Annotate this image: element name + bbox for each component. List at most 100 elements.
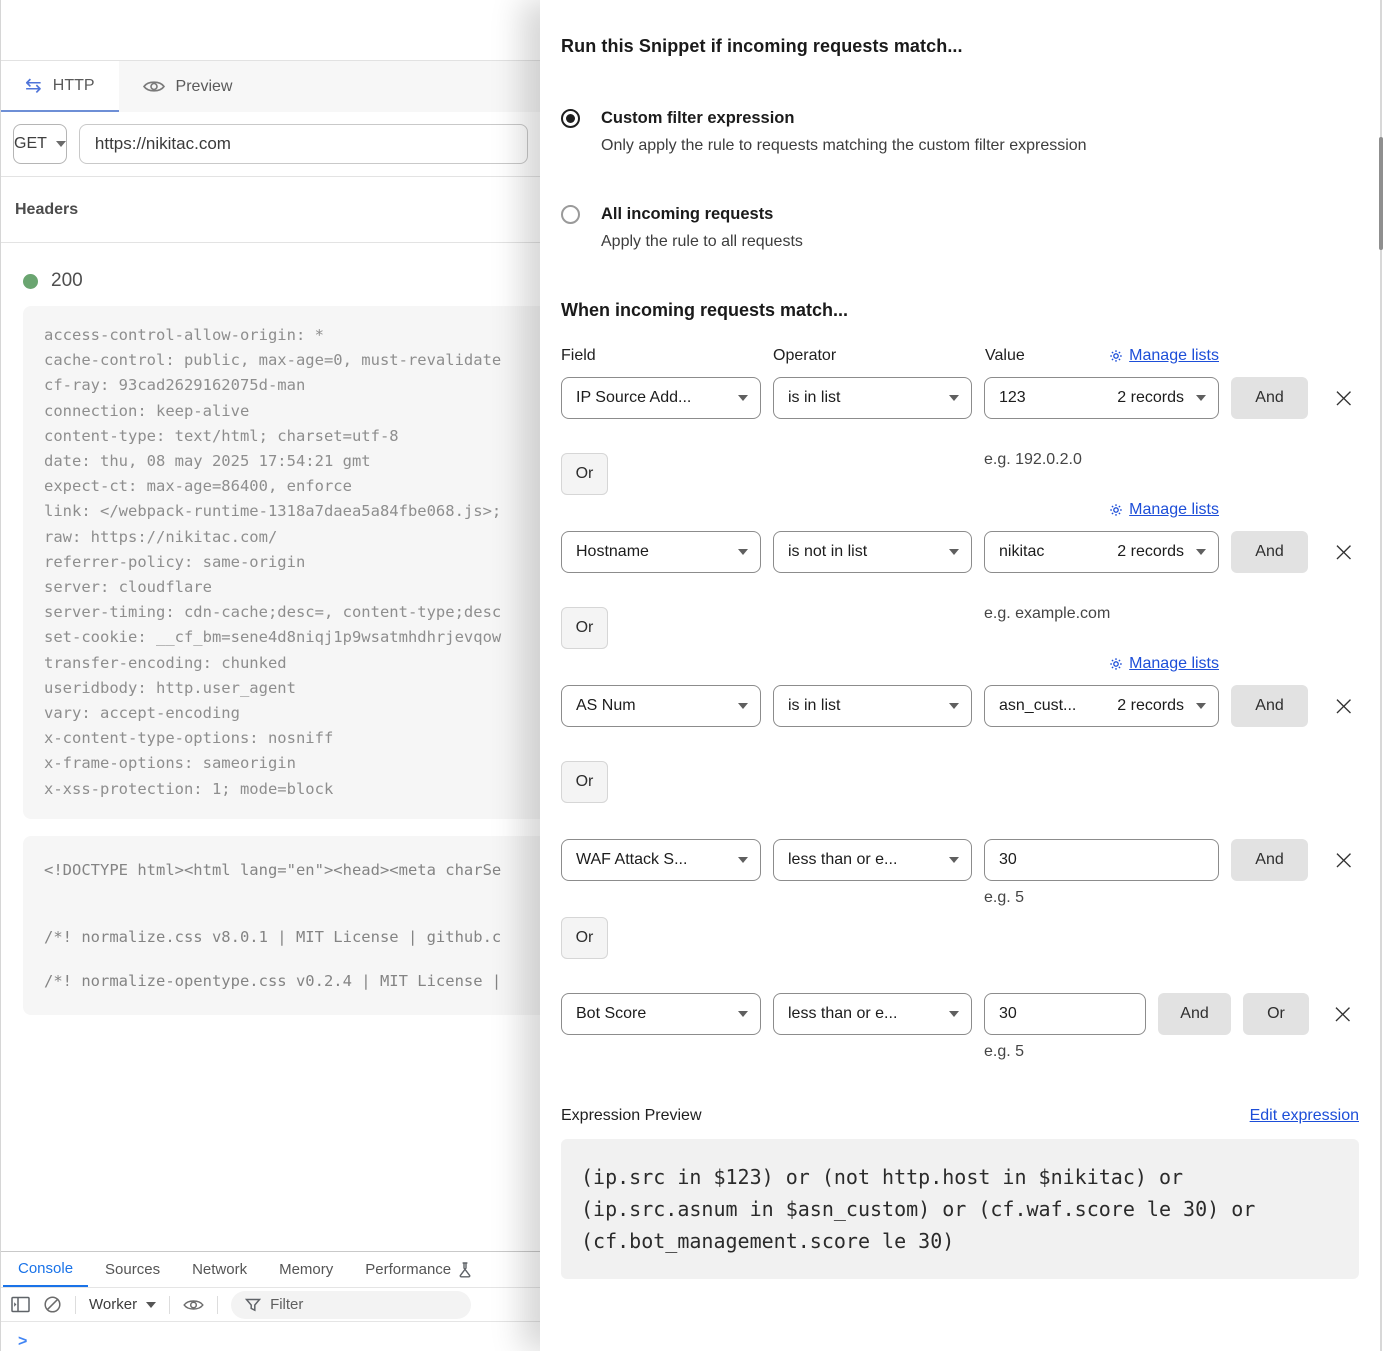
operator-select[interactable]: is in list bbox=[773, 685, 972, 727]
radio-label: Custom filter expression bbox=[601, 109, 795, 127]
or-button[interactable]: Or bbox=[1243, 993, 1309, 1035]
field-select[interactable]: WAF Attack S... bbox=[561, 839, 761, 881]
and-button[interactable]: And bbox=[1231, 839, 1308, 881]
remove-row-icon[interactable]: × bbox=[1332, 381, 1356, 414]
field-select[interactable]: IP Source Add... bbox=[561, 377, 761, 419]
or-button[interactable]: Or bbox=[561, 761, 608, 803]
or-button[interactable]: Or bbox=[561, 917, 608, 959]
chevron-down-icon bbox=[738, 1011, 748, 1017]
response-header-line: x-frame-options: sameorigin bbox=[44, 754, 296, 773]
devtools-tab-memory[interactable]: Memory bbox=[279, 1261, 334, 1278]
snippet-rule-drawer: Run this Snippet if incoming requests ma… bbox=[540, 0, 1383, 1351]
column-label-field: Field bbox=[561, 347, 596, 364]
operator-select[interactable]: is not in list bbox=[773, 531, 972, 573]
column-labels-row: Field Operator Value Manage lists bbox=[561, 347, 1219, 365]
gear-icon bbox=[1109, 503, 1123, 517]
console-filter-input[interactable]: Filter bbox=[231, 1290, 472, 1319]
value-list-select[interactable]: 123 2 records bbox=[984, 377, 1219, 419]
context-select-worker[interactable]: Worker bbox=[89, 1296, 157, 1313]
or-row: Or bbox=[561, 761, 1359, 803]
operator-select[interactable]: less than or e... bbox=[773, 839, 972, 881]
value-input[interactable]: 30 bbox=[984, 839, 1219, 881]
column-label-value: Value bbox=[985, 347, 1025, 364]
chevron-down-icon bbox=[55, 141, 66, 147]
gear-icon bbox=[1109, 657, 1123, 671]
method-select[interactable]: GET bbox=[13, 124, 67, 164]
match-section-title: When incoming requests match... bbox=[561, 300, 849, 320]
console-prompt[interactable]: > bbox=[1, 1322, 540, 1351]
or-button[interactable]: Or bbox=[561, 607, 608, 649]
radio-unselected-icon[interactable] bbox=[561, 205, 580, 224]
response-body-preview: <!DOCTYPE html><html lang="en"><head><me… bbox=[23, 835, 540, 1015]
and-button[interactable]: And bbox=[1231, 377, 1308, 419]
filter-row-hostname: Hostname is not in list nikitac 2 record… bbox=[561, 531, 1359, 573]
radio-option-all-requests[interactable]: All incoming requests Apply the rule to … bbox=[561, 205, 1359, 251]
response-header-line: transfer-encoding: chunked bbox=[44, 653, 287, 672]
operator-select[interactable]: less than or e... bbox=[773, 993, 972, 1035]
or-button[interactable]: Or bbox=[561, 453, 608, 495]
operator-select[interactable]: is in list bbox=[773, 377, 972, 419]
radio-description: Only apply the rule to requests matching… bbox=[601, 137, 1087, 154]
http-preview-panel: ⇆ HTTP Preview GET https://nikitac.com bbox=[0, 0, 540, 1351]
scrollbar-track[interactable] bbox=[1380, 0, 1382, 1351]
url-input[interactable]: https://nikitac.com bbox=[78, 124, 528, 164]
response-header-line: access-control-allow-origin: * bbox=[44, 326, 324, 344]
field-select[interactable]: Hostname bbox=[561, 531, 761, 573]
tab-preview[interactable]: Preview bbox=[119, 61, 257, 112]
remove-row-icon[interactable]: × bbox=[1332, 535, 1356, 568]
devtools-tab-sources[interactable]: Sources bbox=[105, 1261, 161, 1278]
flask-icon bbox=[458, 1261, 472, 1278]
manage-lists-link[interactable]: Manage lists bbox=[1109, 501, 1219, 519]
manage-lists-link[interactable]: Manage lists bbox=[1109, 655, 1219, 673]
manage-lists-link[interactable]: Manage lists bbox=[1109, 347, 1219, 365]
response-header-line: content-type: text/html; charset=utf-8 bbox=[44, 426, 399, 445]
remove-row-icon[interactable]: × bbox=[1331, 997, 1355, 1030]
scrollbar-thumb[interactable] bbox=[1379, 137, 1383, 250]
response-header-line: referrer-policy: same-origin bbox=[44, 552, 306, 571]
chevron-down-icon bbox=[949, 857, 959, 863]
value-list-select[interactable]: asn_cust... 2 records bbox=[984, 685, 1219, 727]
value-list-select[interactable]: nikitac 2 records bbox=[984, 531, 1219, 573]
clear-console-icon[interactable] bbox=[43, 1295, 62, 1314]
chevron-down-icon bbox=[949, 395, 959, 401]
eye-icon[interactable] bbox=[183, 1298, 204, 1312]
response-header-line: server: cloudflare bbox=[44, 578, 212, 597]
chevron-down-icon bbox=[146, 1301, 157, 1308]
expression-preview-header: Expression Preview Edit expression bbox=[561, 1107, 1359, 1125]
devtools-tab-console[interactable]: Console bbox=[3, 1252, 89, 1287]
value-input[interactable]: 30 bbox=[984, 993, 1146, 1035]
chevron-down-icon bbox=[738, 395, 748, 401]
radio-option-custom-filter[interactable]: Custom filter expression Only apply the … bbox=[561, 109, 1359, 155]
devtools-tabbar: Console Sources Network Memory Performan… bbox=[1, 1251, 540, 1288]
remove-row-icon[interactable]: × bbox=[1332, 689, 1356, 722]
toolbar-divider bbox=[217, 1295, 219, 1314]
radio-description: Apply the rule to all requests bbox=[601, 233, 803, 250]
chevron-down-icon bbox=[738, 703, 748, 709]
field-select[interactable]: Bot Score bbox=[561, 993, 761, 1035]
expression-line: (ip.src in $123) or (not http.host in $n… bbox=[581, 1165, 1184, 1189]
response-status: 200 bbox=[23, 270, 540, 292]
filter-placeholder: Filter bbox=[270, 1296, 304, 1313]
chevron-down-icon bbox=[949, 703, 959, 709]
filter-row-waf-score: WAF Attack S... less than or e... 30 And… bbox=[561, 839, 1359, 881]
field-select[interactable]: AS Num bbox=[561, 685, 761, 727]
and-button[interactable]: And bbox=[1231, 531, 1308, 573]
response-header-line: connection: keep-alive bbox=[44, 401, 250, 420]
and-button[interactable]: And bbox=[1158, 993, 1231, 1035]
devtools-tab-network[interactable]: Network bbox=[192, 1261, 248, 1278]
funnel-icon bbox=[245, 1298, 262, 1312]
remove-row-icon[interactable]: × bbox=[1332, 843, 1356, 876]
response-header-line: x-content-type-options: nosniff bbox=[44, 729, 334, 748]
manage-lists-row: Manage lists bbox=[561, 501, 1219, 519]
radio-selected-icon[interactable] bbox=[561, 109, 580, 128]
sidebar-panel-icon[interactable] bbox=[11, 1296, 30, 1313]
devtools-tab-performance[interactable]: Performance bbox=[350, 1252, 487, 1287]
chevron-down-icon bbox=[1196, 395, 1206, 401]
and-button[interactable]: And bbox=[1231, 685, 1308, 727]
request-bar: GET https://nikitac.com bbox=[1, 112, 540, 177]
response-header-line: expect-ct: max-age=86400, enforce bbox=[44, 477, 352, 496]
response-header-line: link: </webpack-runtime-1318a7daea5a84fb… bbox=[44, 502, 502, 521]
edit-expression-link[interactable]: Edit expression bbox=[1249, 1107, 1359, 1124]
tab-preview-label: Preview bbox=[175, 77, 233, 95]
tab-http[interactable]: ⇆ HTTP bbox=[1, 61, 119, 112]
